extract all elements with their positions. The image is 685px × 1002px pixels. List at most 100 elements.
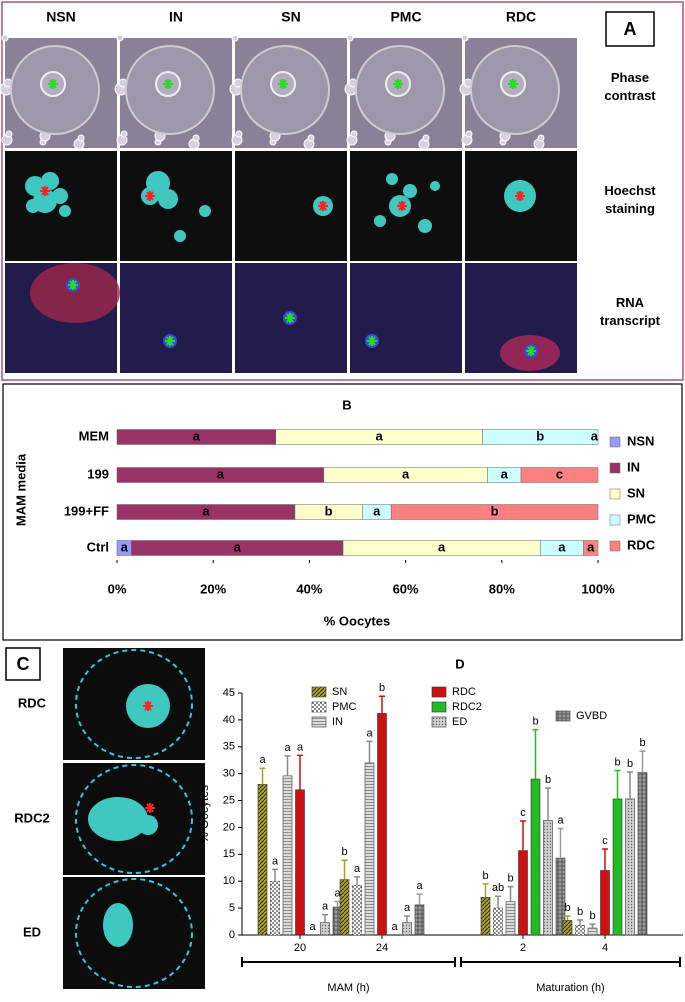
bar-pattern bbox=[493, 908, 503, 935]
bar-pattern bbox=[352, 885, 362, 935]
significance-letter: a bbox=[297, 741, 304, 753]
significance-letter: a bbox=[402, 466, 410, 481]
micrograph bbox=[63, 877, 205, 989]
y-tick-label: 5 bbox=[229, 902, 235, 914]
x-tick-label: 40% bbox=[296, 581, 322, 596]
significance-letter: b bbox=[589, 910, 595, 922]
bar bbox=[612, 798, 623, 936]
error-bar bbox=[627, 771, 633, 799]
significance-letter: b bbox=[536, 428, 544, 443]
bar-pattern bbox=[563, 920, 572, 935]
error-bar bbox=[507, 885, 514, 902]
error-bar bbox=[564, 915, 571, 921]
group-bracket bbox=[241, 957, 456, 967]
significance-letter: a bbox=[309, 921, 316, 933]
granule bbox=[422, 134, 430, 142]
granule bbox=[350, 130, 358, 138]
error-bar bbox=[495, 895, 501, 909]
significance-letter: b bbox=[639, 737, 645, 749]
legend-label: NSN bbox=[627, 433, 654, 448]
micrograph bbox=[120, 151, 232, 261]
legend-label: ED bbox=[452, 716, 467, 728]
legend-swatch bbox=[609, 540, 621, 552]
bar-pattern bbox=[575, 925, 585, 935]
granule bbox=[461, 34, 469, 42]
significance-letter: a bbox=[557, 814, 564, 826]
y-tick-label: 199+FF bbox=[64, 503, 109, 518]
legend-pattern bbox=[312, 687, 326, 697]
y-tick-label: 45 bbox=[223, 687, 235, 699]
asterisk bbox=[526, 346, 536, 356]
chart-title: D bbox=[455, 656, 464, 671]
granule bbox=[116, 34, 124, 42]
significance-letter: a bbox=[259, 754, 266, 766]
asterisk bbox=[143, 701, 153, 711]
bar-pattern bbox=[402, 922, 412, 935]
significance-letter: a bbox=[193, 428, 201, 443]
legend-label: PMC bbox=[332, 701, 357, 713]
bar-pattern bbox=[333, 907, 342, 935]
row-label: RDC2 bbox=[14, 810, 49, 825]
bar-pattern bbox=[638, 772, 647, 935]
error-bar bbox=[577, 919, 583, 926]
significance-letter: a bbox=[558, 539, 566, 554]
significance-letter: b bbox=[532, 715, 538, 727]
significance-letter: b bbox=[379, 682, 385, 694]
significance-letter: ab bbox=[492, 882, 504, 894]
bar-segment bbox=[520, 467, 599, 483]
x-tick-label: 2 bbox=[520, 942, 526, 954]
error-bar bbox=[404, 915, 410, 923]
bar-pattern bbox=[340, 879, 349, 935]
legend-swatch bbox=[609, 462, 621, 474]
x-tick-label: 60% bbox=[393, 581, 419, 596]
chromatin bbox=[88, 797, 148, 841]
y-tick-label: 20 bbox=[223, 821, 235, 833]
asterisk bbox=[318, 201, 328, 211]
legend-pattern bbox=[312, 702, 326, 712]
significance-letter: a bbox=[404, 902, 411, 914]
granule bbox=[465, 130, 473, 138]
significance-letter: a bbox=[376, 428, 384, 443]
bar-pattern bbox=[365, 762, 374, 935]
bar-pattern bbox=[506, 901, 515, 935]
y-tick-label: Ctrl bbox=[87, 539, 109, 554]
error-bar bbox=[379, 695, 385, 714]
column-header: PMC bbox=[390, 9, 421, 25]
bar-pattern bbox=[320, 922, 330, 935]
row-label: ED bbox=[23, 924, 41, 939]
error-bar bbox=[639, 750, 646, 773]
significance-letter: a bbox=[416, 880, 423, 892]
significance-letter: b bbox=[341, 846, 347, 858]
bar bbox=[295, 789, 305, 936]
y-tick-label: 10 bbox=[223, 875, 235, 887]
column-header: IN bbox=[169, 9, 183, 25]
chromatin bbox=[418, 219, 432, 233]
legend-label: SN bbox=[627, 485, 645, 500]
asterisk bbox=[367, 336, 377, 346]
legend-swatch bbox=[609, 488, 621, 500]
y-axis-label: MAM media bbox=[13, 453, 28, 526]
asterisk bbox=[145, 191, 155, 201]
legend-swatch bbox=[431, 701, 447, 713]
bar-pattern bbox=[270, 881, 280, 935]
significance-letter: a bbox=[272, 855, 279, 867]
error-bar bbox=[589, 923, 596, 929]
legend-swatch bbox=[609, 514, 621, 526]
row-label: RNA transcript bbox=[600, 295, 661, 328]
y-tick-label: 199 bbox=[87, 466, 109, 481]
significance-letter: a bbox=[391, 921, 398, 933]
bar-pattern bbox=[415, 904, 424, 935]
significance-letter: a bbox=[234, 539, 242, 554]
asterisk bbox=[40, 186, 50, 196]
row-label: RDC bbox=[18, 695, 47, 710]
granule bbox=[5, 130, 13, 138]
legend-swatch bbox=[431, 686, 447, 698]
granule bbox=[235, 130, 243, 138]
error-bar bbox=[482, 883, 489, 898]
significance-letter: a bbox=[202, 503, 210, 518]
error-bar bbox=[354, 876, 360, 886]
significance-letter: a bbox=[121, 539, 129, 554]
granule bbox=[192, 134, 200, 142]
x-tick-label: 4 bbox=[602, 942, 608, 954]
